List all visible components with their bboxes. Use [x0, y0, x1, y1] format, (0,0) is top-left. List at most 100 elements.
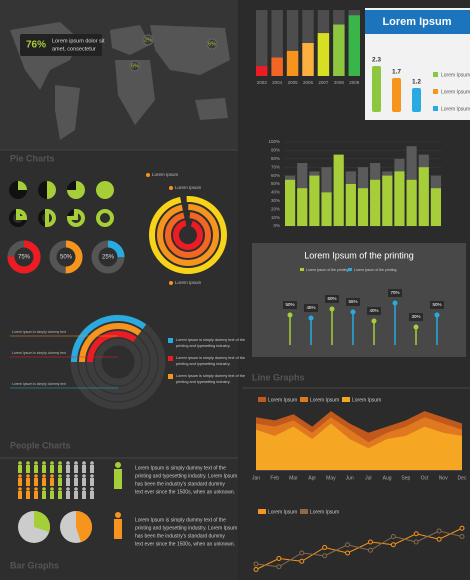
pie-slice	[34, 511, 50, 532]
legend-label: Lorem Ipsum	[310, 397, 339, 403]
legend-swatch	[258, 509, 266, 514]
person-body	[26, 478, 30, 486]
x-tick-label: Aug	[383, 475, 392, 481]
note-text: printing and typesetting industry.	[176, 362, 230, 366]
legend-label: Lorem Ipsum	[441, 89, 470, 95]
person-body	[74, 491, 78, 499]
person-body	[82, 491, 86, 499]
section-title: Pie Charts	[10, 153, 55, 163]
bar	[317, 33, 330, 76]
person-body	[74, 465, 78, 473]
y-tick-label: 90%	[271, 148, 280, 153]
radial-label: Lorem Ipsum	[152, 172, 179, 177]
person-head	[90, 487, 94, 491]
person-body	[58, 465, 62, 473]
x-tick-label: 2003	[257, 80, 268, 85]
bar	[418, 167, 429, 226]
y-tick-label: 50%	[271, 181, 280, 186]
ring-slice	[95, 209, 115, 227]
person-head	[82, 461, 86, 465]
people-text: printing and typesetting industry. Lorem…	[135, 473, 237, 479]
marker	[459, 534, 465, 539]
person-head	[42, 474, 46, 478]
legend-label: Lorem Ipsum	[352, 397, 381, 403]
person-body	[26, 465, 30, 473]
x-tick-label: 2006	[303, 80, 314, 85]
section-title: Line Graphs	[252, 372, 305, 382]
donut-slice	[49, 240, 83, 274]
marker	[276, 564, 282, 570]
dot	[392, 300, 398, 306]
value-label: 75%	[18, 255, 31, 261]
person-head	[50, 461, 54, 465]
person-head	[90, 461, 94, 465]
person-body	[34, 478, 38, 486]
legend-swatch	[300, 397, 308, 402]
person-body	[50, 491, 54, 499]
label-box	[388, 289, 402, 297]
pie-slice	[47, 181, 56, 199]
person-head	[58, 461, 62, 465]
ring-slice	[66, 208, 85, 227]
note-swatch	[168, 374, 173, 379]
donut-slice	[91, 240, 125, 274]
value-label: 1.7	[392, 69, 401, 76]
legend-swatch	[348, 268, 352, 271]
lorem-header	[365, 10, 470, 34]
x-tick-label: 2008	[334, 80, 345, 85]
person-head	[26, 487, 30, 491]
map-callout	[20, 34, 102, 56]
note-swatch	[168, 338, 173, 343]
label-box	[409, 313, 423, 321]
x-tick-label: 2007	[318, 80, 329, 85]
map-pin	[129, 60, 141, 72]
bar	[394, 171, 405, 226]
bar	[348, 15, 360, 77]
semi-label: Lorem Ipsum is simply dummy text	[12, 351, 66, 355]
semi-arc	[79, 323, 142, 363]
legend-label: Lorem Ipsum	[268, 397, 297, 403]
person-body	[50, 465, 54, 473]
value-label: 45%	[306, 305, 315, 310]
map-pin	[206, 38, 218, 50]
person-head	[26, 474, 30, 478]
x-tick-label: Apr	[308, 475, 316, 481]
map-caption: Lorem ipsum dolor sit	[52, 38, 105, 44]
label-box	[304, 304, 318, 312]
marker	[299, 558, 305, 564]
person-head	[74, 461, 78, 465]
person-body	[66, 491, 70, 499]
y-tick-label: 0%	[273, 223, 280, 228]
person-head	[66, 474, 70, 478]
marker	[276, 556, 282, 561]
radial-ring	[157, 204, 219, 266]
people-text: has been the industry's standard dummy	[135, 533, 225, 539]
bar	[333, 24, 345, 76]
map-caption: amet, consectetur	[52, 46, 96, 52]
bar	[382, 175, 393, 226]
person-head	[74, 487, 78, 491]
legend-swatch	[300, 268, 304, 271]
note-text: Lorem Ipsum is simply dummy text of the	[176, 374, 245, 378]
section-title: People Charts	[10, 440, 71, 450]
people-text: has been the industry's standard dummy	[135, 481, 225, 487]
section-title: Bar Graphs	[10, 560, 59, 570]
value-label: 50%	[432, 302, 441, 307]
y-tick-label: 100%	[268, 139, 280, 144]
x-tick-label: Mar	[289, 475, 298, 481]
person-body	[82, 478, 86, 486]
person-body	[42, 491, 46, 499]
people-text: text ever since the 1500s, when an unkno…	[135, 489, 235, 495]
marker	[436, 528, 442, 534]
marker	[459, 525, 465, 531]
radial-pin	[169, 281, 173, 285]
value-label: 50%	[60, 255, 73, 261]
pin-label: 6%	[131, 63, 139, 69]
pie-slice	[67, 181, 85, 199]
person-body	[58, 491, 62, 499]
donut-slice	[7, 240, 41, 274]
person-body	[18, 478, 22, 486]
bar-track	[286, 10, 299, 76]
person-head	[26, 461, 30, 465]
